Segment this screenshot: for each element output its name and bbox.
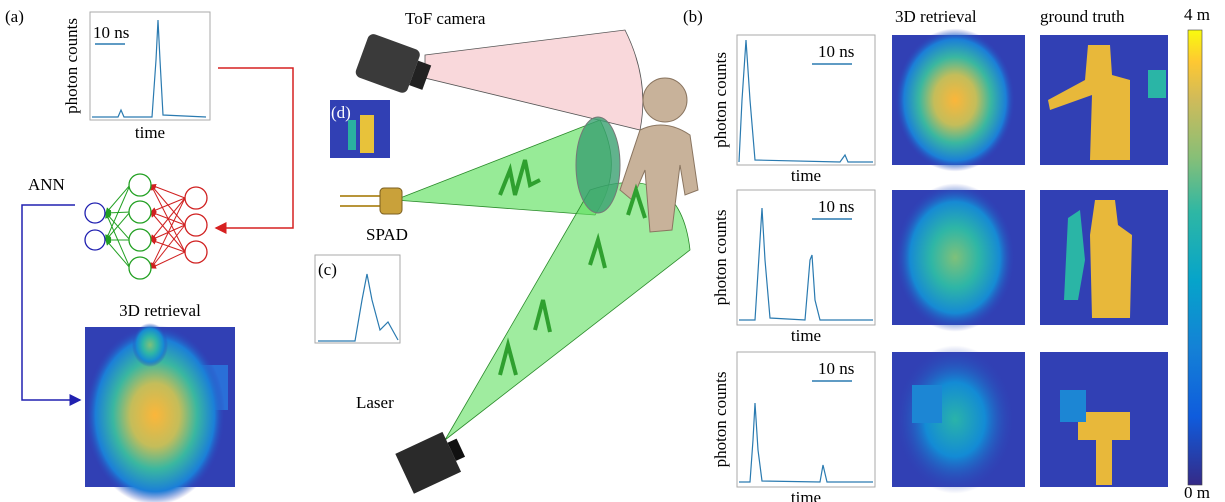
panel-b: (b) 3D retrieval ground truth 4 m 0 m 10… bbox=[683, 5, 1210, 502]
network-label: ANN bbox=[28, 175, 65, 194]
scale-bar-label: 10 ns bbox=[818, 359, 854, 378]
x-axis-label: time bbox=[791, 326, 821, 345]
column-title: ground truth bbox=[1040, 7, 1125, 26]
connection bbox=[106, 240, 130, 268]
retrieval-blob bbox=[895, 29, 1015, 172]
connection bbox=[151, 252, 185, 268]
neuron bbox=[129, 229, 151, 251]
scale-bar-label: 10 ns bbox=[93, 23, 129, 42]
scale-bar-label: 10 ns bbox=[818, 42, 854, 61]
colorbar-max: 4 m bbox=[1184, 5, 1210, 24]
truth-object bbox=[1148, 70, 1166, 98]
y-axis-label: photon counts bbox=[711, 210, 730, 306]
depth-image bbox=[85, 323, 235, 502]
spad bbox=[340, 188, 402, 214]
x-axis-label: time bbox=[791, 166, 821, 185]
neuron bbox=[185, 241, 207, 263]
neuron bbox=[129, 174, 151, 196]
neuron bbox=[85, 203, 105, 223]
image-blob bbox=[132, 323, 168, 367]
laser-label: Laser bbox=[356, 393, 394, 412]
camera-label: ToF camera bbox=[405, 9, 486, 28]
truth-object bbox=[1060, 390, 1086, 422]
inset-label: (c) bbox=[318, 260, 337, 279]
inset-figure bbox=[348, 120, 356, 150]
neuron bbox=[129, 257, 151, 279]
setup: ToF camera SPAD (d) (c) Laser bbox=[315, 9, 698, 494]
x-axis-label: time bbox=[791, 488, 821, 502]
colorbar-min: 0 m bbox=[1184, 483, 1210, 502]
lens bbox=[576, 117, 620, 213]
neuron bbox=[129, 201, 151, 223]
scale-bar-label: 10 ns bbox=[818, 197, 854, 216]
connection bbox=[106, 212, 130, 213]
detector-label: SPAD bbox=[366, 225, 408, 244]
head bbox=[643, 78, 687, 122]
panel-label: (a) bbox=[5, 7, 24, 26]
panel-label: (b) bbox=[683, 7, 703, 26]
retrieval-object bbox=[912, 385, 942, 423]
arrow bbox=[22, 205, 80, 400]
neural-network bbox=[85, 174, 207, 279]
y-axis-label: photon counts bbox=[62, 18, 81, 114]
retrieval-title: 3D retrieval bbox=[119, 301, 201, 320]
figure: (a) 10 ns photon counts time ANN 3D retr… bbox=[0, 0, 1225, 502]
column-title: 3D retrieval bbox=[895, 7, 977, 26]
inset-figure bbox=[360, 115, 374, 153]
panel-a: (a) 10 ns photon counts time ANN 3D retr… bbox=[5, 7, 293, 502]
camera bbox=[354, 32, 435, 99]
inset-label: (d) bbox=[331, 103, 351, 122]
camera-cone bbox=[425, 30, 643, 130]
laser bbox=[395, 428, 470, 494]
neuron bbox=[185, 187, 207, 209]
colorbar bbox=[1188, 30, 1202, 485]
neuron bbox=[85, 230, 105, 250]
spad-body bbox=[380, 188, 402, 214]
arrow bbox=[216, 68, 293, 228]
y-axis-label: photon counts bbox=[711, 52, 730, 148]
y-axis-label: photon counts bbox=[711, 372, 730, 468]
connection bbox=[106, 185, 130, 213]
retrieval-blob bbox=[895, 183, 1015, 332]
x-axis-label: time bbox=[135, 123, 165, 142]
neuron bbox=[185, 214, 207, 236]
